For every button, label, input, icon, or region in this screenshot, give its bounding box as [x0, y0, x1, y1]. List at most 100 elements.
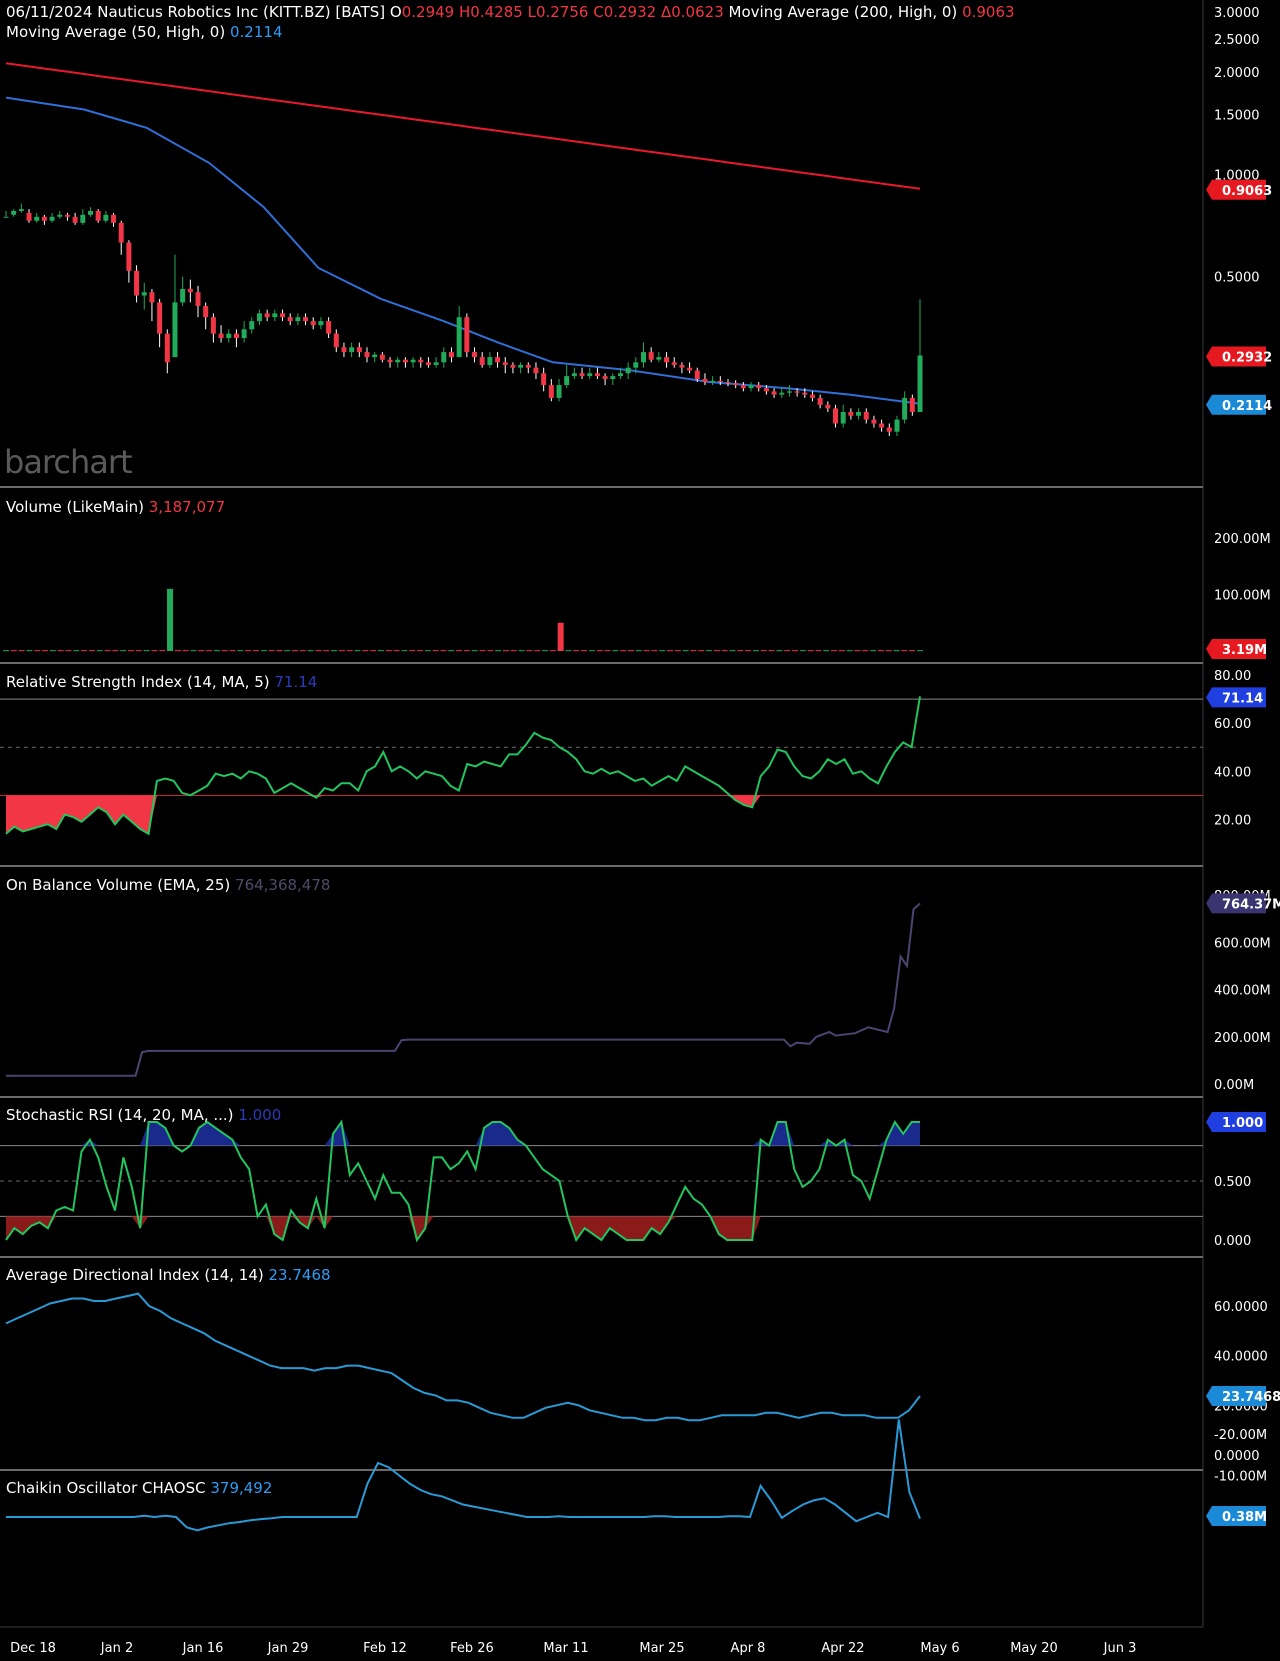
volume-bar [377, 650, 384, 652]
volume-bar [917, 650, 924, 652]
x-axis-tick: Apr 22 [821, 1641, 864, 1656]
volume-title: Volume (LikeMain) [6, 498, 144, 516]
volume-bar [370, 650, 377, 652]
x-axis-tick: May 6 [920, 1641, 959, 1656]
candle-body [564, 376, 570, 386]
volume-bar [96, 650, 103, 652]
adx-last: 23.7468 [268, 1266, 331, 1284]
high-label: H [459, 3, 471, 21]
candle-body [786, 391, 792, 393]
volume-bar [167, 588, 174, 651]
candle-body [72, 216, 78, 223]
volume-bar [159, 650, 166, 652]
volume-bar [42, 650, 49, 652]
volume-bar [721, 650, 728, 652]
volume-axis-tick: 100.00M [1214, 589, 1271, 604]
candle-body [825, 404, 831, 409]
candle-body [717, 380, 723, 383]
volume-bar [667, 650, 674, 652]
candle-body [556, 385, 562, 398]
candle-body [648, 352, 654, 360]
volume-bar [557, 622, 564, 651]
x-axis-tick: Mar 11 [543, 1641, 588, 1656]
volume-bar [518, 650, 525, 652]
obv-last-badge: 764.37M [1222, 897, 1280, 912]
volume-bar [151, 650, 158, 652]
candle-body [894, 419, 900, 432]
high-value: 0.4285 [470, 3, 523, 21]
candle-body [249, 321, 255, 330]
ma50-value: 0.2114 [230, 23, 283, 41]
change-label: Δ [660, 3, 672, 21]
candle-body [226, 333, 232, 339]
volume-bar [284, 650, 291, 652]
candle-body [349, 347, 355, 353]
volume-bar [870, 650, 877, 652]
volume-bar [807, 650, 814, 652]
candle-body [579, 373, 585, 377]
rsi-axis-tick: 80.00 [1214, 669, 1251, 684]
volume-bar [901, 650, 908, 652]
candle-body [164, 333, 170, 363]
candle-body [11, 210, 17, 215]
candle-body [448, 352, 454, 358]
adx-line [5, 1292, 921, 1422]
volume-bar [713, 650, 720, 652]
stoch-header: Stochastic RSI (14, 20, MA, ...) 1.000 [6, 1106, 281, 1124]
candle-body [126, 242, 132, 271]
volume-bar [620, 650, 627, 652]
volume-bar [565, 650, 572, 652]
volume-bar [268, 650, 275, 652]
candle-body [318, 321, 324, 326]
volume-bar [838, 650, 845, 652]
stoch-title: Stochastic RSI (14, 20, MA, ...) [6, 1106, 234, 1124]
volume-bar [831, 650, 838, 652]
close-label: C [593, 3, 604, 21]
candle-body [203, 305, 209, 318]
candle-body [157, 302, 163, 334]
volume-bar [221, 650, 228, 652]
candle-body [141, 292, 147, 296]
volume-bar [112, 650, 119, 652]
volume-bar [81, 650, 88, 652]
x-axis-tick: Jan 29 [267, 1641, 309, 1656]
ma50-line [5, 96, 921, 405]
candle-body [341, 347, 347, 353]
volume-bar [479, 650, 486, 652]
price-axis-tick: 3.0000 [1214, 6, 1260, 21]
volume-bar [190, 650, 197, 652]
price-axis-tick: 2.5000 [1214, 33, 1260, 48]
close-value: 0.2932 [603, 3, 657, 21]
volume-last: 3,187,077 [148, 498, 226, 516]
volume-bar [206, 650, 213, 652]
volume-bar [409, 650, 416, 652]
volume-bar [182, 650, 189, 652]
candle-body [134, 270, 140, 296]
volume-bar [49, 650, 56, 652]
x-axis-tick: Jun 3 [1103, 1641, 1137, 1656]
chaikin-last-badge-bg [1206, 1506, 1266, 1526]
candle-body [633, 362, 639, 368]
volume-bar [596, 650, 603, 652]
candle-body [41, 216, 47, 221]
candle-body [809, 394, 815, 398]
volume-last-badge: 3.19M [1222, 643, 1267, 658]
chaikin-title: Chaikin Oscillator CHAOSC [6, 1479, 206, 1497]
volume-axis-tick: 200.00M [1214, 532, 1271, 547]
volume-bar [3, 650, 9, 652]
volume-bar [729, 650, 736, 652]
volume-bar [752, 650, 759, 652]
candle-body [333, 333, 339, 348]
candle-body [295, 317, 301, 322]
candle-body [502, 362, 508, 365]
quote-date: 06/11/2024 [6, 3, 93, 21]
barchart-logo: barchart [4, 443, 133, 481]
candle-body [395, 359, 401, 363]
volume-bar [260, 650, 267, 652]
obv-line [6, 902, 921, 1077]
obv-header: On Balance Volume (EMA, 25) 764,368,478 [6, 876, 330, 894]
candle-body [771, 391, 777, 395]
obv-axis-tick: 600.00M [1214, 936, 1271, 951]
candle-body [180, 288, 186, 303]
